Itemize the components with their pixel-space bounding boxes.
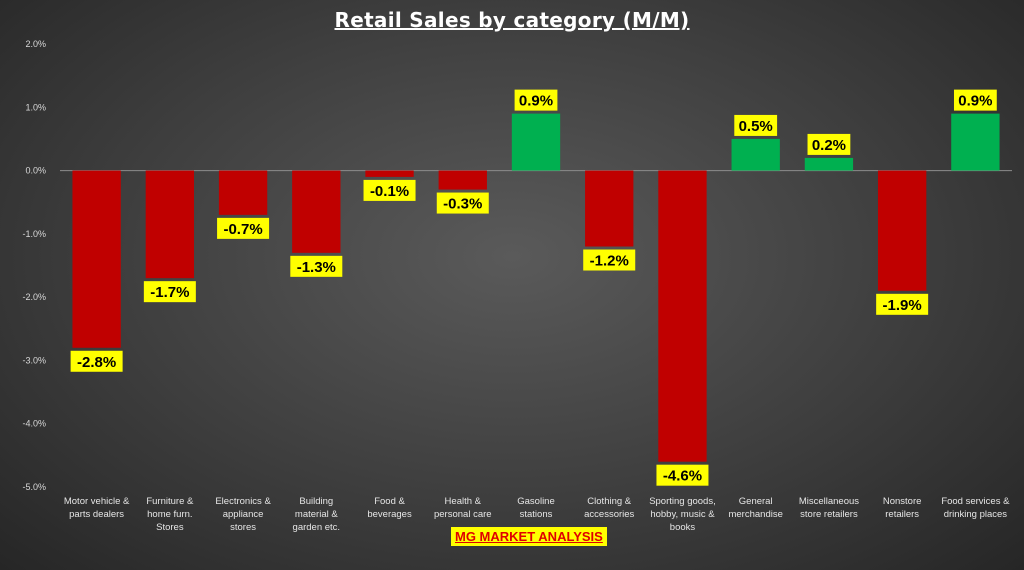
data-label-bg <box>876 293 929 315</box>
data-label: -1.3% <box>297 259 336 276</box>
bar <box>365 170 414 177</box>
category-label-line: Electronics & <box>215 496 271 507</box>
y-tick-label: -1.0% <box>22 229 46 239</box>
bar <box>658 170 707 462</box>
category-label-line: books <box>670 522 696 533</box>
category-label-line: stores <box>230 522 256 533</box>
bar <box>292 170 341 253</box>
data-label: 0.9% <box>519 93 553 110</box>
y-tick-label: 0.0% <box>25 166 46 176</box>
category-label: Gasoline stations <box>517 496 555 520</box>
category-label: Miscellaneous store retailers <box>799 496 859 520</box>
category-label-line: Motor vehicle & <box>64 496 130 507</box>
data-label: 0.9% <box>958 93 992 110</box>
category-label-line: Health & <box>445 496 482 507</box>
category-label: General merchandise <box>728 496 782 520</box>
category-label-line: personal care <box>434 509 492 520</box>
category-label-line: General <box>739 496 773 507</box>
data-label: -1.9% <box>883 297 922 314</box>
category-label-line: hobby, music & <box>650 509 715 520</box>
category-label-line: appliance <box>223 509 264 520</box>
data-label-bg <box>143 281 196 303</box>
chart-title: Retail Sales by category (M/M) <box>334 8 690 32</box>
data-label: -1.7% <box>150 284 189 301</box>
category-label-line: Sporting goods, <box>649 496 716 507</box>
data-label: 0.2% <box>812 137 846 154</box>
category-label: Health & personal care <box>434 496 492 520</box>
data-label: 0.5% <box>739 118 773 135</box>
category-label-line: Gasoline <box>517 496 555 507</box>
category-label-line: garden etc. <box>293 522 341 533</box>
y-tick-label: -4.0% <box>22 419 46 429</box>
data-label: -0.7% <box>223 221 262 238</box>
data-label-bg <box>70 350 123 372</box>
category-label-line: Miscellaneous <box>799 496 859 507</box>
data-label-bg <box>583 249 636 271</box>
bar <box>438 170 487 190</box>
y-tick-label: -5.0% <box>22 482 46 492</box>
category-label-line: drinking places <box>944 509 1008 520</box>
category-label-line: retailers <box>885 509 919 520</box>
bar <box>804 157 854 171</box>
category-label-line: Food services & <box>941 496 1010 507</box>
category-label: Motor vehicle & parts dealers <box>64 496 130 520</box>
y-tick-label: 1.0% <box>25 102 46 112</box>
category-label-line: Building <box>299 496 333 507</box>
category-label: Clothing & accessories <box>584 496 634 520</box>
data-label-bg <box>514 89 558 111</box>
category-label: Nonstore retailers <box>883 496 922 520</box>
category-label-line: Stores <box>156 522 184 533</box>
category-label: Sporting goods, hobby, music & books <box>649 496 716 533</box>
category-label-line: parts dealers <box>69 509 124 520</box>
data-label-bg <box>734 114 778 136</box>
data-label-bg <box>656 464 709 486</box>
bar <box>72 170 121 348</box>
data-label: -0.1% <box>370 183 409 200</box>
category-label: Furniture & home furn. Stores <box>146 496 194 533</box>
bar <box>511 113 561 171</box>
category-label-line: accessories <box>584 509 634 520</box>
bar <box>145 170 195 279</box>
data-label-bg <box>953 89 997 111</box>
data-label-bg <box>217 217 270 239</box>
category-label-line: merchandise <box>728 509 782 520</box>
category-label-line: home furn. <box>147 509 192 520</box>
category-label: Food services & drinking places <box>941 496 1010 520</box>
data-label-bg <box>363 179 416 201</box>
data-label-bg <box>807 133 851 155</box>
data-label-bg <box>436 192 489 214</box>
data-label: -0.3% <box>443 196 482 213</box>
bar <box>585 170 634 247</box>
category-label-line: Nonstore <box>883 496 922 507</box>
category-label-line: Clothing & <box>587 496 631 507</box>
bar <box>951 113 1000 171</box>
bar <box>731 138 780 171</box>
category-label-line: store retailers <box>800 509 858 520</box>
category-label-line: material & <box>295 509 338 520</box>
y-tick-label: -2.0% <box>22 292 46 302</box>
category-label: Electronics & appliance stores <box>215 496 271 533</box>
footer-label: MG MARKET ANALYSIS <box>451 527 607 546</box>
category-label-line: beverages <box>367 509 412 520</box>
category-label-line: Furniture & <box>146 496 194 507</box>
data-label: -2.8% <box>77 354 116 371</box>
bar <box>218 170 268 215</box>
bar <box>877 170 927 291</box>
y-tick-label: 2.0% <box>25 39 46 49</box>
data-label: -4.6% <box>663 468 702 485</box>
category-label-line: Food & <box>374 496 405 507</box>
data-label: -1.2% <box>590 253 629 270</box>
category-label: Building material & garden etc. <box>293 496 341 533</box>
category-label: Food & beverages <box>367 496 412 520</box>
y-tick-label: -3.0% <box>22 355 46 365</box>
data-label-bg <box>290 255 343 277</box>
category-label-line: stations <box>520 509 553 520</box>
